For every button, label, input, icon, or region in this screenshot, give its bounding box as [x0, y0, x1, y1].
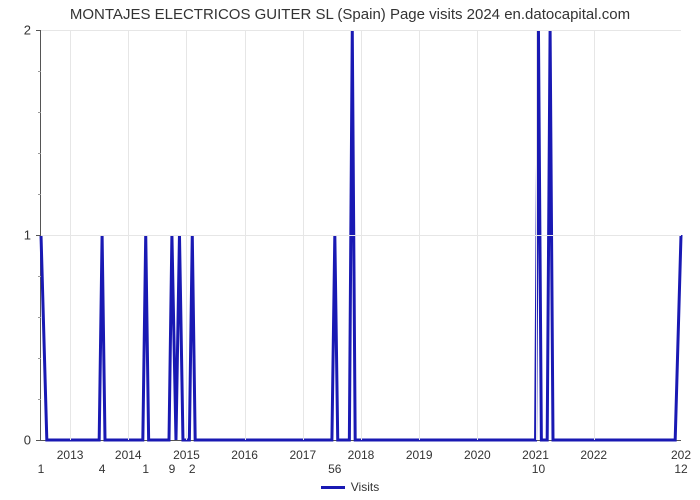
x-tick-label: 2021: [522, 448, 549, 462]
x-tick-label: 2017: [289, 448, 316, 462]
grid-line-v: [303, 30, 304, 440]
x-tick-label: 2014: [115, 448, 142, 462]
value-label: 12: [674, 462, 687, 476]
value-label: 4: [99, 462, 106, 476]
y-tick-mark: [36, 30, 41, 31]
y-minor-mark: [38, 153, 41, 154]
chart-title: MONTAJES ELECTRICOS GUITER SL (Spain) Pa…: [0, 6, 700, 23]
y-tick-mark: [36, 235, 41, 236]
value-label: 2: [189, 462, 196, 476]
grid-line-v: [594, 30, 595, 440]
grid-line-v: [128, 30, 129, 440]
value-label: 10: [532, 462, 545, 476]
legend-label: Visits: [351, 480, 379, 494]
value-label: 56: [328, 462, 341, 476]
y-tick-mark: [36, 440, 41, 441]
y-minor-mark: [38, 399, 41, 400]
legend-swatch: [321, 486, 345, 489]
grid-line-v: [536, 30, 537, 440]
x-tick-label: 2018: [348, 448, 375, 462]
y-tick-label: 2: [11, 23, 31, 38]
x-tick-label: 2019: [406, 448, 433, 462]
value-label: 1: [142, 462, 149, 476]
y-minor-mark: [38, 317, 41, 318]
grid-line-v: [245, 30, 246, 440]
y-tick-label: 0: [11, 433, 31, 448]
value-label: 9: [169, 462, 176, 476]
x-tick-label: 2020: [464, 448, 491, 462]
y-minor-mark: [38, 358, 41, 359]
grid-line-v: [186, 30, 187, 440]
plot-area: 0122013201420152016201720182019202020212…: [40, 30, 681, 441]
x-tick-label: 202: [671, 448, 691, 462]
y-minor-mark: [38, 276, 41, 277]
y-minor-mark: [38, 194, 41, 195]
x-tick-label: 2022: [580, 448, 607, 462]
chart-container: MONTAJES ELECTRICOS GUITER SL (Spain) Pa…: [0, 0, 700, 500]
grid-line-v: [419, 30, 420, 440]
grid-line-v: [361, 30, 362, 440]
legend: Visits: [0, 480, 700, 494]
x-tick-label: 2013: [57, 448, 84, 462]
grid-line-v: [70, 30, 71, 440]
y-tick-label: 1: [11, 228, 31, 243]
y-minor-mark: [38, 112, 41, 113]
grid-line-v: [477, 30, 478, 440]
x-tick-label: 2015: [173, 448, 200, 462]
value-label: 1: [38, 462, 45, 476]
x-tick-label: 2016: [231, 448, 258, 462]
y-minor-mark: [38, 71, 41, 72]
